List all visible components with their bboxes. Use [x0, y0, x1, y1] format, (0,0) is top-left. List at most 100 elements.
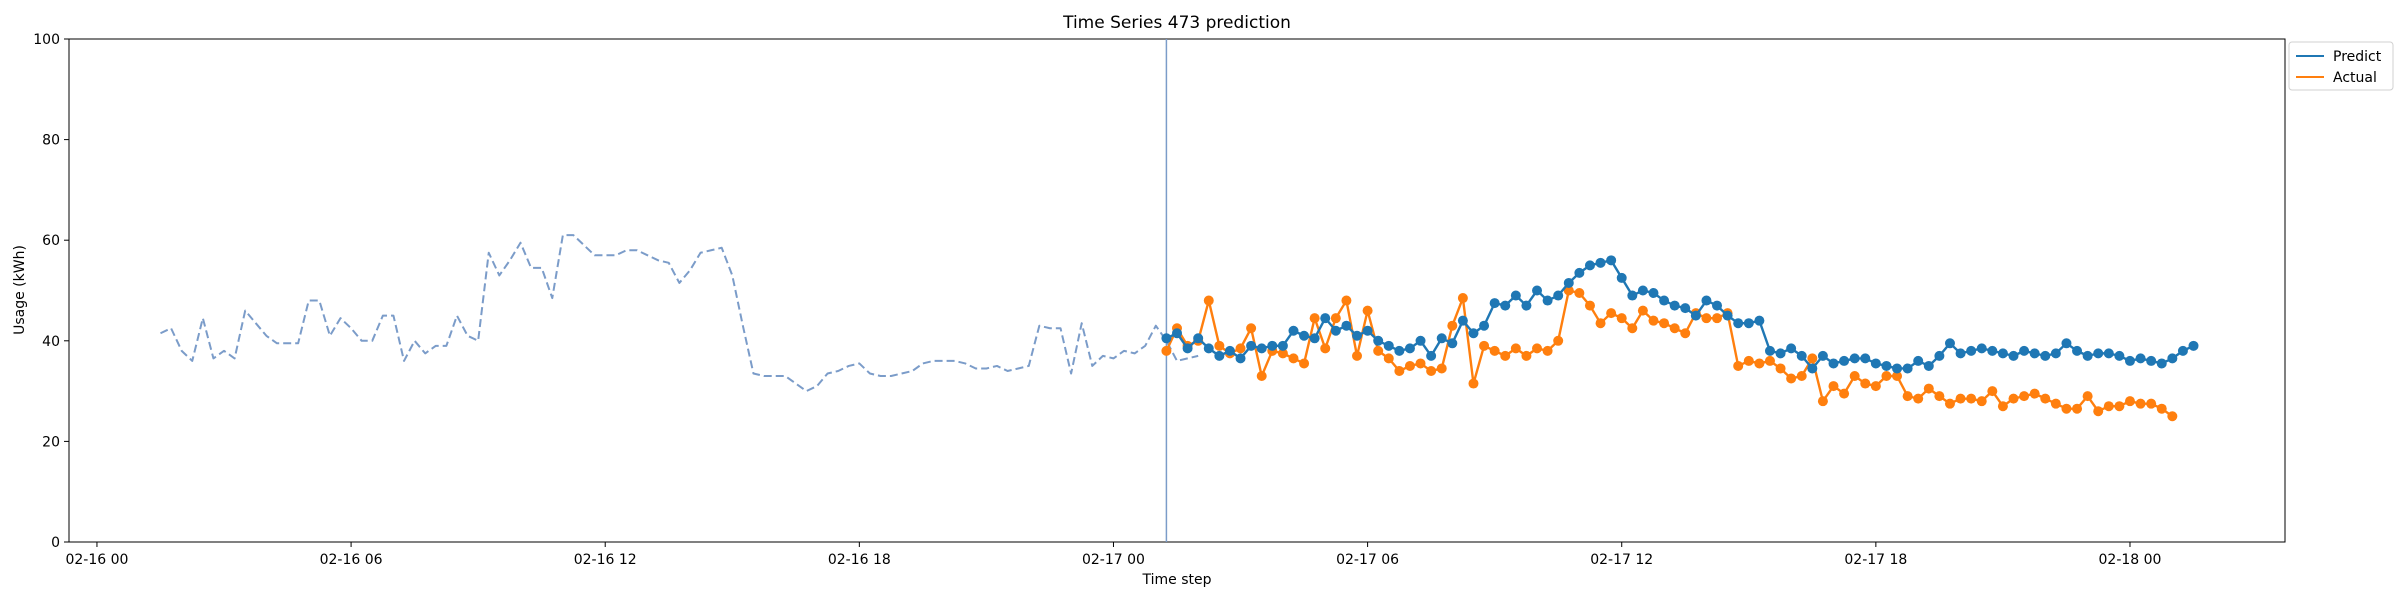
y-tick-label: 0 [51, 535, 60, 551]
actual-point [1383, 353, 1394, 364]
predict-point [1426, 350, 1437, 361]
predict-point [1955, 348, 1966, 359]
predict-point [1690, 310, 1701, 321]
actual-point [1299, 358, 1310, 369]
predict-point [1267, 340, 1278, 351]
predict-point [1902, 363, 1913, 374]
actual-point [2156, 403, 2167, 414]
history-series-line [160, 234, 1199, 393]
predict-point [1680, 303, 1691, 314]
x-axis: 02-16 00 02-16 06 02-16 12 02-16 18 02-17 00… [65, 542, 2161, 568]
actual-point [1532, 343, 1543, 354]
actual-point [2019, 391, 2030, 402]
y-tick-label: 20 [42, 434, 60, 450]
predict-point [1447, 338, 1458, 349]
predict-point [1743, 318, 1754, 329]
series-layer [160, 39, 2199, 542]
predict-point [1701, 295, 1712, 306]
actual-point [1362, 305, 1373, 316]
actual-point [1669, 323, 1680, 334]
actual-point [1764, 355, 1775, 366]
predict-point [1754, 315, 1765, 326]
actual-point [1944, 398, 1955, 409]
predict-point [1214, 350, 1225, 361]
actual-point [1479, 340, 1490, 351]
actual-point [1563, 285, 1574, 296]
legend-predict-label: Predict [2333, 49, 2382, 65]
actual-point [1934, 391, 1945, 402]
actual-point [1743, 355, 1754, 366]
actual-point [1352, 350, 1363, 361]
x-tick-label: 02-16 18 [828, 552, 891, 568]
actual-point [1235, 343, 1246, 354]
actual-point [1616, 313, 1627, 324]
predict-point [1373, 335, 1384, 346]
actual-point [1330, 313, 1341, 324]
predict-point [2146, 355, 2157, 366]
actual-point [1574, 288, 1585, 299]
x-tick-label: 02-18 00 [2099, 552, 2162, 568]
actual-point [1817, 396, 1828, 407]
actual-point [1923, 383, 1934, 394]
actual-point [1595, 318, 1606, 329]
actual-point [1870, 381, 1881, 392]
predict-point [2082, 350, 2093, 361]
actual-point [1902, 391, 1913, 402]
legend: Predict Actual [2288, 41, 2394, 91]
predict-point [1352, 330, 1363, 341]
actual-point [2050, 398, 2061, 409]
predict-point [1235, 353, 1246, 364]
actual-point [2124, 396, 2135, 407]
actual-point [1976, 396, 1987, 407]
predict-point [1722, 310, 1733, 321]
predict-point [1733, 318, 1744, 329]
actual-point [1203, 295, 1214, 306]
actual-point [2103, 401, 2114, 412]
actual-point [1415, 358, 1426, 369]
actual-point [1457, 293, 1468, 304]
predict-point [1394, 345, 1405, 356]
predict-point [1944, 338, 1955, 349]
actual-point [1627, 323, 1638, 334]
actual-point [1828, 381, 1839, 392]
predict-point [1415, 335, 1426, 346]
predict-point [1574, 267, 1585, 278]
predict-point [1913, 355, 1924, 366]
predict-point [1817, 350, 1828, 361]
y-tick-label: 40 [42, 334, 60, 350]
predict-point [2093, 348, 2104, 359]
predict-point [1849, 353, 1860, 364]
plot-frame [68, 38, 2286, 543]
actual-point [1436, 363, 1447, 374]
predict-point [1404, 343, 1415, 354]
x-tick-label: 02-16 12 [574, 552, 637, 568]
predict-point [1193, 333, 1204, 344]
actual-point [1161, 345, 1172, 356]
actual-point [1468, 378, 1479, 389]
actual-point [2167, 411, 2178, 422]
predict-point [1648, 288, 1659, 299]
actual-point [1500, 350, 1511, 361]
actual-point [2008, 393, 2019, 404]
predict-point [1341, 320, 1352, 331]
actual-point [1214, 340, 1225, 351]
predict-point [1277, 340, 1288, 351]
predict-point [1712, 300, 1723, 311]
actual-point [1648, 315, 1659, 326]
predict-point [2156, 358, 2167, 369]
predict-point [1775, 348, 1786, 359]
actual-point [1246, 323, 1257, 334]
predict-point [1521, 300, 1532, 311]
predict-point [1288, 325, 1299, 336]
predict-point [1595, 257, 1606, 268]
predict-point [1457, 315, 1468, 326]
predict-point [1892, 363, 1903, 374]
predict-point [1923, 360, 1934, 371]
actual-point [1701, 313, 1712, 324]
predict-point [1553, 290, 1564, 301]
predict-point [1383, 340, 1394, 351]
legend-actual-label: Actual [2333, 70, 2377, 86]
actual-point [1796, 371, 1807, 382]
actual-point [2114, 401, 2125, 412]
